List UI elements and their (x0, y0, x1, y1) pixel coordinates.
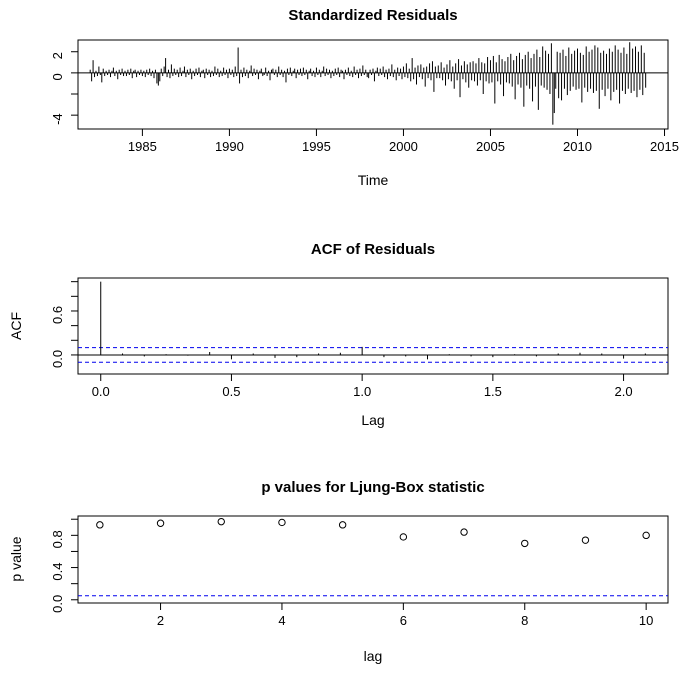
pvalue-point (399, 533, 408, 541)
y-tick-label: -4 (50, 113, 65, 125)
x-tick-label: 1995 (302, 139, 331, 154)
pvalue-point (338, 521, 347, 529)
pvalue-point (96, 521, 104, 529)
y-tick-label: 0.0 (50, 595, 65, 613)
x-tick-label: 2000 (389, 139, 418, 154)
y-tick-label: 0 (50, 73, 65, 80)
pvalue-point (642, 531, 650, 540)
y-tick-label: 0.4 (50, 563, 65, 581)
acf-panel-title: ACF of Residuals (310, 241, 436, 258)
x-tick-label: 2010 (563, 139, 592, 154)
pvalue-point (278, 518, 286, 527)
x-tick-label: 0.5 (222, 384, 240, 399)
acf-xaxis-label: Lag (361, 412, 385, 428)
pvalue-point (521, 539, 529, 548)
ljung-box-xaxis-label: lag (363, 648, 383, 664)
plot-box (77, 515, 669, 604)
y-tick-label: 2 (50, 52, 65, 59)
x-tick-label: 1990 (215, 139, 244, 154)
x-tick-label: 0.0 (92, 384, 110, 399)
residuals-xaxis-label: Time (357, 172, 389, 188)
plot-box (77, 277, 669, 375)
residuals-panel-title: Standardized Residuals (288, 7, 458, 24)
x-tick-label: 1985 (128, 139, 157, 154)
x-tick-label: 10 (639, 613, 653, 628)
pvalue-point (156, 519, 165, 527)
x-tick-label: 2.0 (615, 384, 633, 399)
plot-box (77, 39, 669, 130)
pvalue-point (460, 528, 468, 536)
y-tick-label: 0.6 (50, 306, 65, 324)
x-tick-label: 2005 (476, 139, 505, 154)
y-tick-label: 0.0 (50, 350, 65, 368)
x-tick-label: 1.5 (484, 384, 502, 399)
pvalue-point (217, 517, 225, 526)
pvalue-point (581, 536, 590, 544)
x-tick-label: 1.0 (353, 384, 371, 399)
x-tick-label: 6 (400, 613, 407, 628)
y-tick-label: 0.8 (50, 530, 65, 548)
ljung-box-panel-title: p values for Ljung-Box statistic (261, 479, 485, 496)
x-tick-label: 2 (157, 613, 164, 628)
x-tick-label: 2015 (650, 139, 679, 154)
x-tick-label: 8 (521, 613, 528, 628)
x-tick-label: 4 (278, 613, 285, 628)
